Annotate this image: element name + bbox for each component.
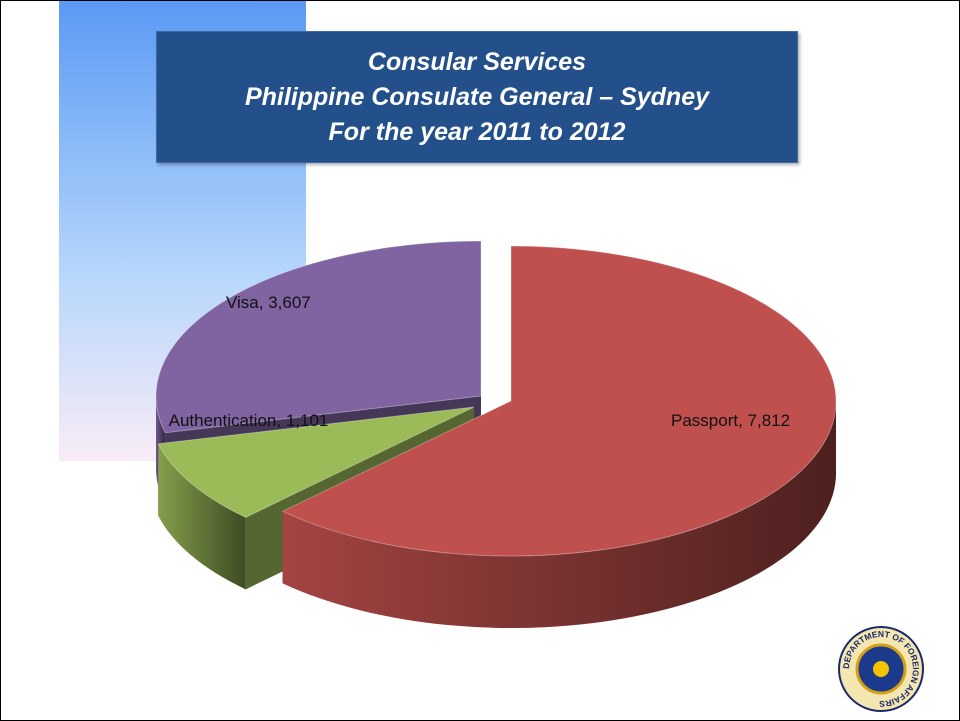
logo-sun xyxy=(873,661,889,677)
data-label: Passport, 7,812 xyxy=(671,411,791,430)
title-box: Consular Services Philippine Consulate G… xyxy=(156,31,798,163)
subtitle: For the year 2011 to 2012 xyxy=(328,117,626,146)
slice xyxy=(281,245,837,557)
data-label: Authentication, 1,101 xyxy=(168,411,329,430)
slice xyxy=(155,240,482,434)
slice xyxy=(157,406,475,518)
chart-title: Consular Services xyxy=(367,47,587,76)
slice-side-shade xyxy=(282,401,836,628)
data-label: Visa, 3,607 xyxy=(226,293,311,312)
subtitle: Philippine Consulate General – Sydney xyxy=(244,82,709,111)
slice-side-shade xyxy=(158,443,246,590)
